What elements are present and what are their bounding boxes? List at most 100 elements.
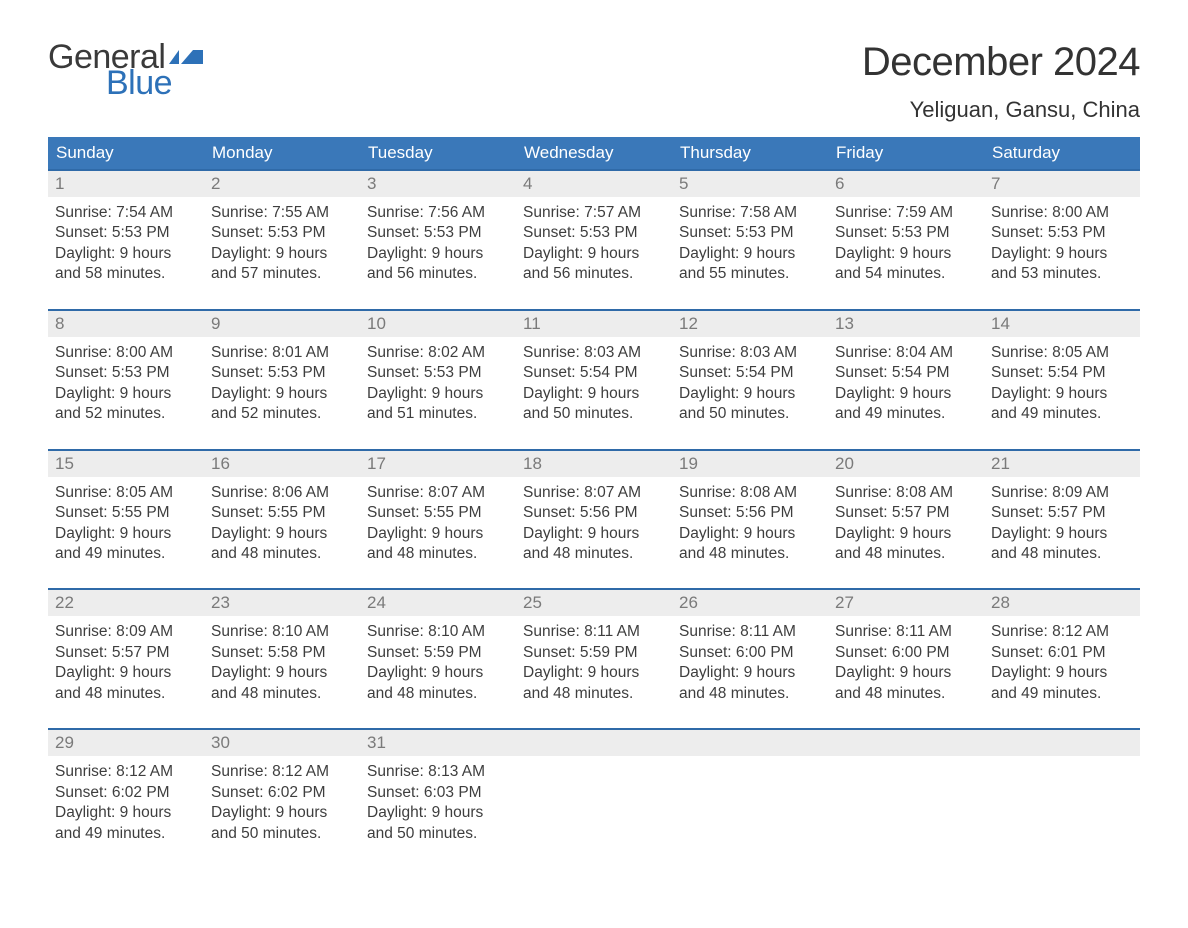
week-row: 22Sunrise: 8:09 AMSunset: 5:57 PMDayligh…	[48, 588, 1140, 704]
sunset-line: Sunset: 5:55 PM	[211, 503, 353, 523]
daylight-line-2: and 57 minutes.	[211, 264, 353, 284]
day-cell: 25Sunrise: 8:11 AMSunset: 5:59 PMDayligh…	[516, 590, 672, 704]
daylight-line-2: and 56 minutes.	[367, 264, 509, 284]
daylight-line-2: and 48 minutes.	[835, 544, 977, 564]
sunset-line: Sunset: 6:00 PM	[679, 643, 821, 663]
sunset-line: Sunset: 5:56 PM	[523, 503, 665, 523]
day-info: Sunrise: 8:12 AMSunset: 6:02 PMDaylight:…	[204, 756, 360, 844]
daylight-line-1: Daylight: 9 hours	[55, 524, 197, 544]
day-cell: 7Sunrise: 8:00 AMSunset: 5:53 PMDaylight…	[984, 171, 1140, 285]
daylight-line-2: and 48 minutes.	[367, 684, 509, 704]
daylight-line-1: Daylight: 9 hours	[367, 663, 509, 683]
day-info: Sunrise: 8:10 AMSunset: 5:58 PMDaylight:…	[204, 616, 360, 704]
day-info: Sunrise: 8:06 AMSunset: 5:55 PMDaylight:…	[204, 477, 360, 565]
daylight-line-1: Daylight: 9 hours	[211, 663, 353, 683]
daylight-line-1: Daylight: 9 hours	[211, 803, 353, 823]
sunrise-line: Sunrise: 8:00 AM	[55, 343, 197, 363]
day-number: 5	[672, 171, 828, 197]
daylight-line-1: Daylight: 9 hours	[835, 244, 977, 264]
daylight-line-2: and 49 minutes.	[55, 544, 197, 564]
month-title: December 2024	[862, 40, 1140, 85]
daylight-line-1: Daylight: 9 hours	[991, 384, 1133, 404]
day-cell: 2Sunrise: 7:55 AMSunset: 5:53 PMDaylight…	[204, 171, 360, 285]
sunrise-line: Sunrise: 8:07 AM	[367, 483, 509, 503]
day-number: 9	[204, 311, 360, 337]
day-info: Sunrise: 7:57 AMSunset: 5:53 PMDaylight:…	[516, 197, 672, 285]
daylight-line-2: and 52 minutes.	[55, 404, 197, 424]
day-cell: 10Sunrise: 8:02 AMSunset: 5:53 PMDayligh…	[360, 311, 516, 425]
sunrise-line: Sunrise: 7:57 AM	[523, 203, 665, 223]
sunrise-line: Sunrise: 8:11 AM	[679, 622, 821, 642]
sunrise-line: Sunrise: 8:10 AM	[211, 622, 353, 642]
daylight-line-2: and 56 minutes.	[523, 264, 665, 284]
day-info: Sunrise: 8:07 AMSunset: 5:55 PMDaylight:…	[360, 477, 516, 565]
day-cell: 22Sunrise: 8:09 AMSunset: 5:57 PMDayligh…	[48, 590, 204, 704]
daylight-line-1: Daylight: 9 hours	[835, 524, 977, 544]
day-cell: 6Sunrise: 7:59 AMSunset: 5:53 PMDaylight…	[828, 171, 984, 285]
day-info: Sunrise: 7:55 AMSunset: 5:53 PMDaylight:…	[204, 197, 360, 285]
day-cell: 14Sunrise: 8:05 AMSunset: 5:54 PMDayligh…	[984, 311, 1140, 425]
sunrise-line: Sunrise: 8:03 AM	[679, 343, 821, 363]
day-info: Sunrise: 8:02 AMSunset: 5:53 PMDaylight:…	[360, 337, 516, 425]
day-number: 14	[984, 311, 1140, 337]
sunset-line: Sunset: 5:54 PM	[679, 363, 821, 383]
day-cell: 26Sunrise: 8:11 AMSunset: 6:00 PMDayligh…	[672, 590, 828, 704]
location: Yeliguan, Gansu, China	[862, 97, 1140, 123]
day-cell: 23Sunrise: 8:10 AMSunset: 5:58 PMDayligh…	[204, 590, 360, 704]
day-info: Sunrise: 8:13 AMSunset: 6:03 PMDaylight:…	[360, 756, 516, 844]
day-info: Sunrise: 8:12 AMSunset: 6:02 PMDaylight:…	[48, 756, 204, 844]
day-header-cell: Monday	[204, 137, 360, 169]
day-header-cell: Wednesday	[516, 137, 672, 169]
day-cell: 1Sunrise: 7:54 AMSunset: 5:53 PMDaylight…	[48, 171, 204, 285]
sunrise-line: Sunrise: 8:12 AM	[991, 622, 1133, 642]
day-cell: 28Sunrise: 8:12 AMSunset: 6:01 PMDayligh…	[984, 590, 1140, 704]
day-number: 3	[360, 171, 516, 197]
daylight-line-1: Daylight: 9 hours	[55, 384, 197, 404]
sunrise-line: Sunrise: 8:05 AM	[991, 343, 1133, 363]
sunset-line: Sunset: 5:55 PM	[55, 503, 197, 523]
day-number: 12	[672, 311, 828, 337]
sunset-line: Sunset: 5:53 PM	[991, 223, 1133, 243]
day-header-row: SundayMondayTuesdayWednesdayThursdayFrid…	[48, 137, 1140, 169]
daylight-line-2: and 51 minutes.	[367, 404, 509, 424]
daylight-line-1: Daylight: 9 hours	[835, 663, 977, 683]
day-number: 21	[984, 451, 1140, 477]
day-number: 23	[204, 590, 360, 616]
daylight-line-2: and 48 minutes.	[523, 544, 665, 564]
day-number: 30	[204, 730, 360, 756]
day-cell: 24Sunrise: 8:10 AMSunset: 5:59 PMDayligh…	[360, 590, 516, 704]
sunrise-line: Sunrise: 7:54 AM	[55, 203, 197, 223]
day-number: 8	[48, 311, 204, 337]
day-info: Sunrise: 8:05 AMSunset: 5:54 PMDaylight:…	[984, 337, 1140, 425]
empty-day-number	[984, 730, 1140, 756]
sunrise-line: Sunrise: 7:55 AM	[211, 203, 353, 223]
day-number: 10	[360, 311, 516, 337]
day-number: 26	[672, 590, 828, 616]
empty-day-number	[672, 730, 828, 756]
day-info: Sunrise: 8:01 AMSunset: 5:53 PMDaylight:…	[204, 337, 360, 425]
daylight-line-1: Daylight: 9 hours	[211, 524, 353, 544]
day-number: 13	[828, 311, 984, 337]
daylight-line-2: and 48 minutes.	[211, 544, 353, 564]
sunset-line: Sunset: 5:53 PM	[679, 223, 821, 243]
daylight-line-1: Daylight: 9 hours	[367, 803, 509, 823]
daylight-line-2: and 48 minutes.	[523, 684, 665, 704]
day-cell: 9Sunrise: 8:01 AMSunset: 5:53 PMDaylight…	[204, 311, 360, 425]
day-info: Sunrise: 8:08 AMSunset: 5:57 PMDaylight:…	[828, 477, 984, 565]
day-info: Sunrise: 8:09 AMSunset: 5:57 PMDaylight:…	[48, 616, 204, 704]
sunset-line: Sunset: 6:01 PM	[991, 643, 1133, 663]
day-number: 31	[360, 730, 516, 756]
day-number: 24	[360, 590, 516, 616]
title-block: December 2024 Yeliguan, Gansu, China	[862, 40, 1140, 123]
daylight-line-1: Daylight: 9 hours	[991, 244, 1133, 264]
daylight-line-2: and 48 minutes.	[367, 544, 509, 564]
day-cell: 18Sunrise: 8:07 AMSunset: 5:56 PMDayligh…	[516, 451, 672, 565]
sunrise-line: Sunrise: 8:11 AM	[835, 622, 977, 642]
day-info: Sunrise: 8:10 AMSunset: 5:59 PMDaylight:…	[360, 616, 516, 704]
sunrise-line: Sunrise: 8:01 AM	[211, 343, 353, 363]
daylight-line-2: and 48 minutes.	[991, 544, 1133, 564]
sunset-line: Sunset: 5:54 PM	[523, 363, 665, 383]
daylight-line-1: Daylight: 9 hours	[211, 244, 353, 264]
sunrise-line: Sunrise: 8:00 AM	[991, 203, 1133, 223]
daylight-line-1: Daylight: 9 hours	[679, 524, 821, 544]
